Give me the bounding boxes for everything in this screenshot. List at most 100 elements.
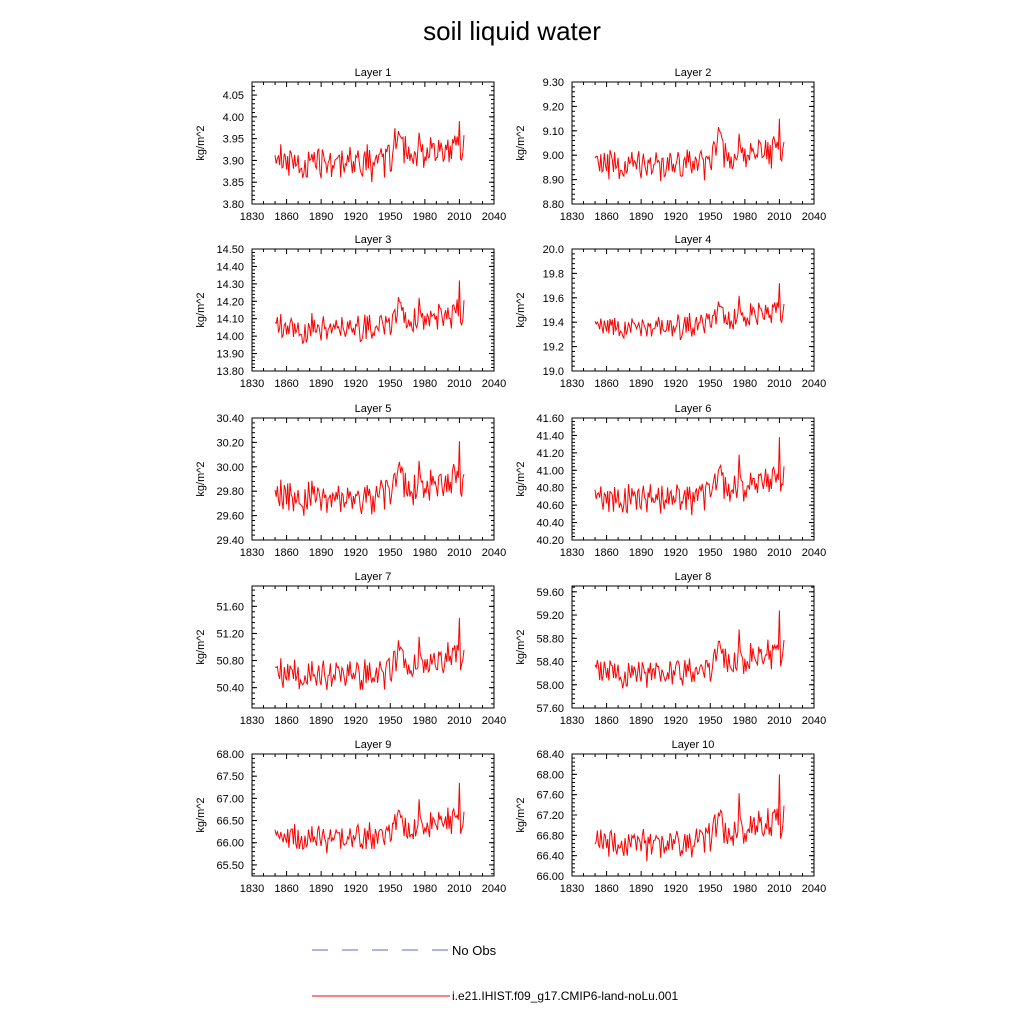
- y-tick-label: 8.80: [543, 199, 564, 211]
- y-tick-label: 19.0: [543, 366, 564, 378]
- chart-panel-layer-5: Layer 5 kg/m^2 1830 1860 1890 1920 1950 1980 201…: [195, 403, 506, 559]
- y-tick-label: 66.00: [536, 871, 564, 883]
- y-tick-label: 4.00: [223, 112, 244, 124]
- series-line-model: [594, 774, 785, 862]
- x-tick-label: 1980: [733, 715, 757, 727]
- x-tick-label: 2010: [767, 211, 791, 223]
- y-tick-label: 41.40: [536, 430, 564, 442]
- y-tick-label: 67.20: [536, 810, 564, 822]
- y-tick-label: 13.90: [216, 349, 244, 361]
- x-tick-label: 1830: [240, 547, 264, 559]
- y-axis-label: kg/m^2: [515, 125, 527, 160]
- x-tick-label: 1950: [698, 378, 722, 390]
- series-line-model: [274, 617, 465, 691]
- y-tick-label: 68.00: [536, 769, 564, 781]
- y-axis-label: kg/m^2: [515, 292, 527, 327]
- y-tick-label: 3.85: [223, 177, 244, 189]
- x-tick-label: 1890: [629, 378, 653, 390]
- plot-frame: [251, 753, 495, 877]
- y-tick-label: 14.50: [216, 244, 244, 256]
- series-line-model: [594, 283, 785, 341]
- x-tick-label: 1920: [343, 211, 367, 223]
- x-tick-label: 1920: [663, 883, 687, 895]
- y-tick-label: 9.00: [543, 150, 564, 162]
- y-tick-label: 40.80: [536, 483, 564, 495]
- y-tick-label: 66.50: [216, 816, 244, 828]
- x-tick-label: 1920: [343, 547, 367, 559]
- y-tick-label: 9.10: [543, 126, 564, 138]
- y-axis-label: kg/m^2: [195, 797, 207, 832]
- y-tick-label: 41.20: [536, 448, 564, 460]
- x-tick-label: 1980: [733, 547, 757, 559]
- x-tick-label: 1950: [698, 547, 722, 559]
- series-line-model: [274, 121, 465, 183]
- chart-panel-layer-4: Layer 4 kg/m^2 1830 1860 1890 1920 1950 1980 201…: [515, 234, 826, 390]
- plot-frame: [571, 417, 815, 541]
- x-tick-label: 2040: [482, 883, 506, 895]
- y-tick-label: 66.40: [536, 851, 564, 863]
- x-tick-label: 2040: [802, 883, 826, 895]
- x-tick-label: 1920: [343, 715, 367, 727]
- x-tick-label: 1920: [343, 378, 367, 390]
- panel-title: Layer 10: [672, 739, 715, 751]
- x-tick-label: 1980: [413, 883, 437, 895]
- chart-panel-layer-2: Layer 2 kg/m^2 1830 1860 1890 1920 1950 1980 201…: [515, 67, 826, 223]
- chart-panel-layer-3: Layer 3 kg/m^2 1830 1860 1890 1920 1950 1980 201…: [195, 234, 506, 390]
- legend-model-label: i.e21.IHIST.f09_g17.CMIP6-land-noLu.001: [452, 989, 678, 1003]
- y-tick-label: 29.40: [216, 535, 244, 547]
- y-axis-label: kg/m^2: [195, 292, 207, 327]
- x-tick-label: 1860: [274, 211, 298, 223]
- x-tick-label: 1980: [733, 883, 757, 895]
- x-tick-label: 2040: [802, 211, 826, 223]
- x-tick-label: 1980: [733, 211, 757, 223]
- x-tick-label: 1830: [560, 378, 584, 390]
- x-tick-label: 1950: [378, 211, 402, 223]
- x-tick-label: 1860: [594, 883, 618, 895]
- x-tick-label: 1830: [560, 883, 584, 895]
- y-tick-label: 19.6: [543, 293, 564, 305]
- y-tick-label: 51.20: [216, 628, 244, 640]
- y-tick-label: 9.20: [543, 101, 564, 113]
- x-tick-label: 1830: [560, 715, 584, 727]
- legend-obs-label: No Obs: [452, 943, 497, 958]
- x-tick-label: 1980: [413, 211, 437, 223]
- plot-frame: [251, 417, 495, 541]
- y-tick-label: 3.95: [223, 134, 244, 146]
- panel-title: Layer 2: [675, 67, 712, 79]
- y-tick-label: 50.80: [216, 656, 244, 668]
- y-tick-label: 67.60: [536, 790, 564, 802]
- y-tick-label: 14.30: [216, 279, 244, 291]
- y-tick-label: 40.60: [536, 500, 564, 512]
- plot-frame: [571, 248, 815, 372]
- series-line-model: [594, 610, 785, 689]
- plot-frame: [571, 585, 815, 709]
- x-tick-label: 2040: [802, 547, 826, 559]
- panel-title: Layer 7: [355, 571, 392, 583]
- y-tick-label: 8.90: [543, 175, 564, 187]
- x-tick-label: 1860: [274, 715, 298, 727]
- y-tick-label: 57.60: [536, 703, 564, 715]
- series-line-model: [274, 441, 465, 516]
- x-tick-label: 1860: [594, 211, 618, 223]
- x-tick-label: 1860: [274, 883, 298, 895]
- panel-title: Layer 3: [355, 234, 392, 246]
- x-tick-label: 2010: [767, 547, 791, 559]
- y-tick-label: 51.60: [216, 601, 244, 613]
- chart-panel-layer-6: Layer 6 kg/m^2 1830 1860 1890 1920 1950 1980 201…: [515, 403, 826, 559]
- x-tick-label: 2010: [447, 547, 471, 559]
- x-tick-label: 1950: [698, 715, 722, 727]
- series-line-model: [594, 118, 785, 182]
- x-tick-label: 1980: [413, 715, 437, 727]
- y-tick-label: 9.30: [543, 77, 564, 89]
- x-tick-label: 1920: [663, 547, 687, 559]
- y-tick-label: 19.4: [543, 317, 564, 329]
- y-tick-label: 40.40: [536, 518, 564, 530]
- x-tick-label: 1890: [309, 547, 333, 559]
- y-tick-label: 58.40: [536, 657, 564, 669]
- chart-panel-layer-10: Layer 10 kg/m^2 1830 1860 1890 1920 1950 1980 20…: [515, 739, 826, 895]
- y-tick-label: 14.20: [216, 296, 244, 308]
- panels-group: Layer 1 kg/m^2 1830 1860 1890 1920 1950 1980 201…: [195, 67, 826, 895]
- x-tick-label: 1920: [663, 211, 687, 223]
- x-tick-label: 1950: [698, 211, 722, 223]
